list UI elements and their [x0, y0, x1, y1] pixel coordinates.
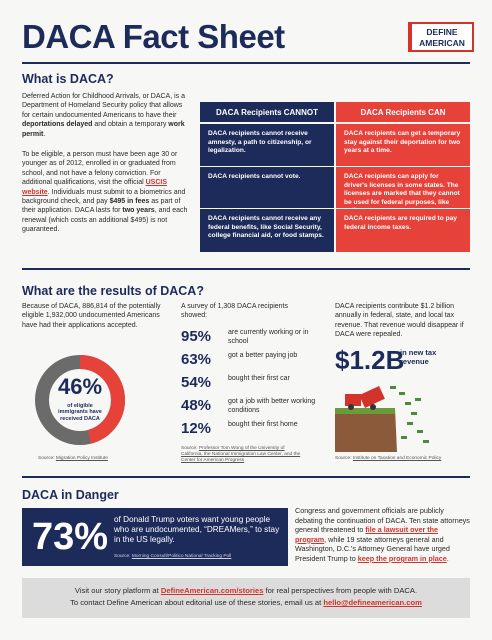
table-cell: DACA recipients cannot receive amnesty, …: [200, 124, 334, 166]
text: To be eligible, a person must have been …: [22, 151, 178, 187]
bold-text: work permit: [22, 121, 185, 138]
link[interactable]: USCIS website: [22, 179, 168, 196]
source: Source: Professor Tom Wong of the Univer…: [181, 446, 301, 464]
stat-text: of Donald Trump voters want young people…: [114, 515, 280, 545]
table-header: DACA Recipients CAN: [336, 102, 470, 122]
paragraph: Because of DACA, 886,814 of the potentia…: [22, 303, 161, 329]
comparison-table: DACA Recipients CANNOT DACA Recipients C…: [200, 102, 470, 252]
text: Source:: [335, 456, 353, 461]
bold-text: two years: [122, 207, 155, 215]
divider: [22, 268, 470, 270]
link[interactable]: keep the program in place: [357, 553, 447, 563]
footer-line: Visit our story platform at DefineAmeric…: [22, 585, 470, 597]
source: Source: Institute on Taxation and Econom…: [335, 456, 470, 462]
text: Source:: [181, 446, 199, 451]
truck-bed: [359, 386, 385, 408]
text: Visit our story platform at: [74, 586, 161, 595]
money: [390, 386, 429, 443]
paragraph: To be eligible, a person must have been …: [22, 150, 192, 235]
bold-text: deportations delayed: [22, 121, 93, 129]
source: Source: Migration Policy Institute: [38, 456, 158, 462]
grass: [335, 408, 395, 414]
stat-text: are currently working or in school: [228, 329, 309, 345]
text: Deferred Action for Childhood Arrivals, …: [22, 93, 186, 119]
stat-percent: 73%: [32, 516, 109, 558]
text: Source:: [114, 554, 132, 559]
text: .: [43, 130, 46, 138]
table-header: DACA Recipients CANNOT: [200, 102, 334, 122]
donut-arc: [79, 355, 125, 444]
footer-line: To contact Define American about editori…: [22, 597, 470, 609]
donut-chart: 46%: [35, 355, 125, 445]
text: and obtain a temporary: [92, 121, 169, 129]
footer: Visit our story platform at DefineAmeric…: [22, 578, 470, 618]
bold-text: $495 in fees: [109, 198, 150, 206]
paragraph: DACA recipients contribute $1.2 billion …: [335, 303, 464, 339]
table-cell: DACA recipients can get a temporary stay…: [336, 124, 470, 166]
text: as part of their application. DACA lasts…: [22, 198, 181, 215]
text: Congress and government officials are pu…: [295, 506, 470, 535]
stat-text: bought their first car: [228, 375, 290, 382]
tax-amount: $1.2B: [335, 345, 405, 375]
stat-percent: 63%: [181, 351, 212, 368]
section-heading: What are the results of DACA?: [22, 284, 204, 298]
link[interactable]: Morning Consult/Politico National Tracki…: [131, 554, 232, 559]
wheel: [370, 404, 376, 410]
divider: [22, 476, 470, 478]
stat-percent: 95%: [181, 328, 212, 345]
section-heading: DACA in Danger: [22, 488, 119, 502]
link[interactable]: Professor Tom Wong of the University of …: [181, 446, 301, 463]
stat-percent: 48%: [181, 397, 212, 414]
text: , and each renewal (which costs an addit…: [22, 207, 188, 234]
section-heading: What is DACA?: [22, 72, 114, 86]
logo-line: DEFINE: [426, 27, 458, 37]
stat-percent: 54%: [181, 374, 212, 391]
tax-caption: in new tax revenue: [400, 348, 437, 366]
title: DACA Fact Sheet: [22, 18, 285, 55]
text: To contact Define American about editori…: [70, 598, 324, 607]
donut-label: 46%: [58, 374, 102, 399]
cliff: [335, 408, 397, 452]
stat-box: 73% of Donald Trump voters want young pe…: [22, 508, 288, 566]
table-cell: DACA recipients cannot receive any feder…: [200, 209, 334, 252]
paragraph: A survey of 1,308 DACA recipients showed…: [181, 303, 288, 320]
truck-cab: [345, 394, 361, 406]
table-cell: DACA recipients cannot vote.: [200, 167, 334, 208]
paragraph: Deferred Action for Childhood Arrivals, …: [22, 92, 192, 139]
table-cell: DACA recipients are required to pay fede…: [336, 209, 470, 252]
link[interactable]: hello@defineamerican.com: [323, 598, 422, 607]
text: , while 19 state attorneys general and W…: [295, 534, 450, 563]
divider: [22, 62, 470, 64]
stat-text: got a job with better working conditions: [228, 398, 316, 414]
paragraph: Congress and government officials are pu…: [295, 506, 470, 564]
logo-line: AMERICAN: [419, 38, 465, 48]
illustration: [335, 386, 429, 452]
text: Source:: [38, 456, 56, 461]
link[interactable]: file a lawsuit over the program: [295, 525, 439, 544]
logo: DEFINE AMERICAN: [408, 22, 474, 52]
link[interactable]: Institute on Taxation and Economic Polic…: [352, 456, 442, 461]
link[interactable]: Migration Policy Institute: [55, 456, 108, 461]
link[interactable]: DefineAmerican.com/stories: [160, 586, 264, 595]
wheel: [348, 404, 354, 410]
donut-caption: of eligible immigrants have received DAC…: [58, 403, 102, 422]
stat-percent: 12%: [181, 420, 212, 437]
stat-text: got a better paying job: [228, 352, 298, 359]
text: . Individuals must submit to a biometric…: [22, 188, 186, 206]
text: .: [446, 553, 449, 563]
table-cell: DACA recipients can apply for driver's l…: [336, 167, 470, 214]
source: Source: Morning Consult/Politico Nationa…: [114, 554, 231, 560]
text: for real perspectives from people with D…: [263, 586, 418, 595]
stat-text: bought their first home: [228, 421, 298, 428]
